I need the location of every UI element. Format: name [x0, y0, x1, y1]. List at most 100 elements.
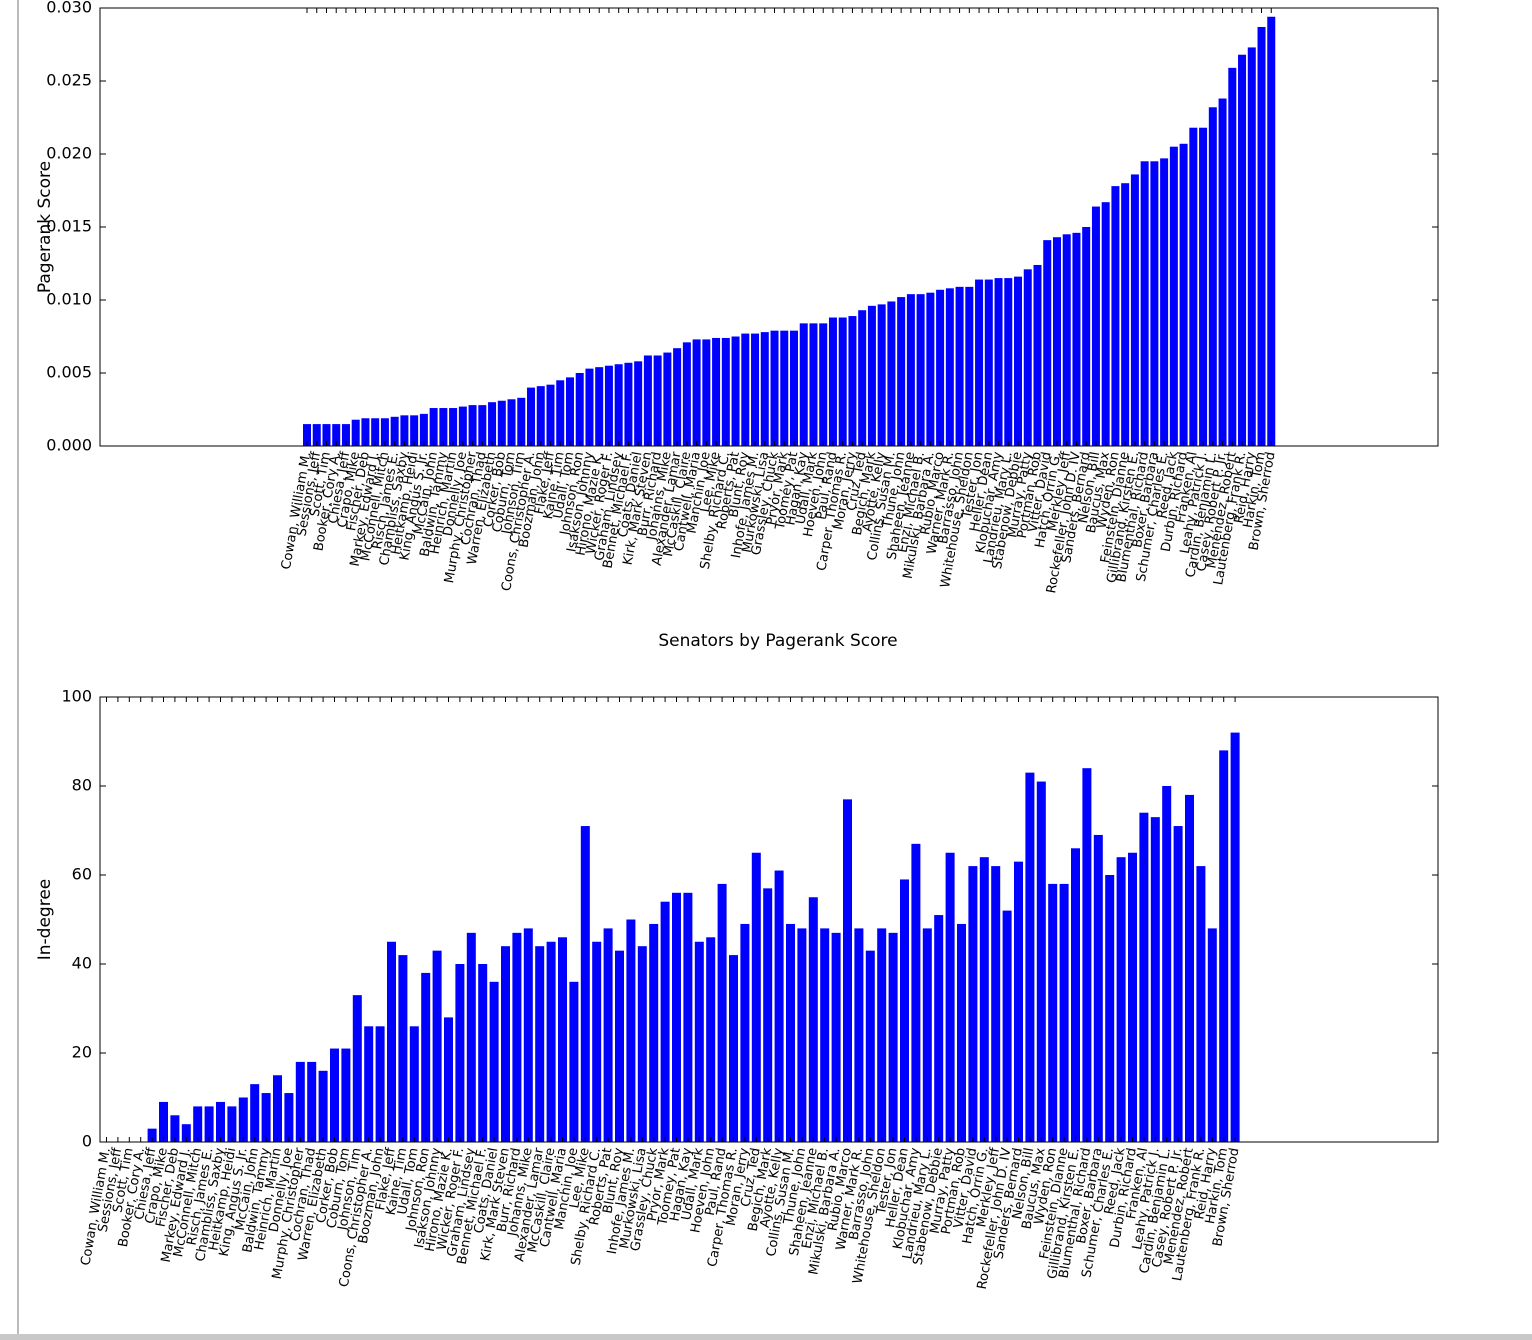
bar [575, 373, 584, 446]
bar [565, 377, 574, 446]
bar [535, 946, 545, 1142]
bar [273, 1075, 282, 1142]
bar [831, 932, 841, 1142]
bar [1228, 67, 1237, 447]
bar [838, 317, 847, 446]
bar [546, 941, 556, 1142]
bar [1093, 834, 1103, 1142]
bar [926, 292, 935, 446]
bar [1162, 786, 1172, 1142]
bar [387, 941, 396, 1142]
bar [865, 950, 875, 1142]
bar [227, 1106, 237, 1142]
bar [421, 972, 431, 1142]
bar [751, 333, 760, 446]
bar [489, 981, 499, 1142]
bar [721, 337, 730, 446]
bar [741, 333, 750, 446]
plot-frame [99, 7, 1439, 447]
bar [1173, 826, 1183, 1142]
bar [204, 1106, 214, 1142]
bar [624, 362, 633, 446]
bar [979, 857, 989, 1142]
y-tick-label: 0.015 [46, 217, 92, 236]
bar [897, 297, 906, 446]
bar [906, 294, 915, 446]
bar [1071, 848, 1080, 1142]
bar [1218, 98, 1227, 447]
bar [1105, 875, 1115, 1142]
bar [1130, 174, 1139, 446]
bar [1002, 910, 1012, 1142]
bar [614, 364, 623, 446]
bar [295, 1061, 305, 1142]
bar [439, 408, 448, 446]
bar [706, 937, 716, 1142]
bar [1267, 16, 1276, 446]
bar [517, 397, 526, 446]
bar [1185, 794, 1194, 1142]
bar [712, 337, 721, 446]
bar [1139, 812, 1149, 1142]
bar [1189, 127, 1198, 446]
bar [809, 323, 818, 446]
bar [994, 278, 1003, 446]
bar [216, 1101, 225, 1142]
bar [922, 928, 932, 1142]
bar [1004, 278, 1013, 446]
y-tick-label: 80 [72, 776, 92, 795]
bar [955, 286, 964, 446]
bar [945, 288, 954, 446]
bar [637, 946, 647, 1142]
bar [1082, 227, 1091, 446]
bar [371, 418, 380, 446]
bar [1116, 857, 1126, 1142]
bar [332, 424, 341, 446]
bar [1014, 276, 1023, 446]
bar [1208, 107, 1217, 446]
bar [432, 950, 442, 1142]
bar [1230, 732, 1240, 1142]
bar [916, 294, 925, 446]
bar [1128, 852, 1137, 1142]
bar [449, 408, 458, 446]
bar [740, 923, 750, 1142]
bar [729, 955, 738, 1142]
bar [692, 339, 701, 446]
bar [341, 424, 350, 446]
y-tick-label: 0.010 [46, 290, 92, 309]
bar [580, 826, 590, 1142]
bar [797, 928, 807, 1142]
bar [968, 866, 978, 1142]
bar [770, 330, 779, 446]
y-tick-label: 0.020 [46, 144, 92, 163]
bar [1048, 883, 1058, 1142]
bar [820, 928, 830, 1142]
bar [466, 932, 476, 1142]
bar [790, 330, 798, 446]
bar [468, 405, 477, 446]
bar [400, 415, 409, 446]
bar [854, 928, 864, 1142]
bar [663, 352, 672, 446]
bar [780, 330, 789, 446]
bar [1219, 750, 1229, 1142]
bar [352, 995, 362, 1142]
bar [261, 1093, 271, 1142]
bar [649, 923, 659, 1142]
bar [1062, 234, 1071, 446]
bar [488, 402, 497, 446]
bar [330, 1048, 339, 1142]
bar [1059, 883, 1069, 1142]
bar [819, 323, 828, 446]
bar [1043, 240, 1052, 446]
bar [858, 310, 867, 446]
bar [1023, 269, 1032, 446]
bar [592, 941, 602, 1142]
plot-frame [99, 696, 1439, 1143]
bar [497, 400, 506, 446]
bar [1033, 264, 1042, 446]
bar [1111, 186, 1120, 446]
